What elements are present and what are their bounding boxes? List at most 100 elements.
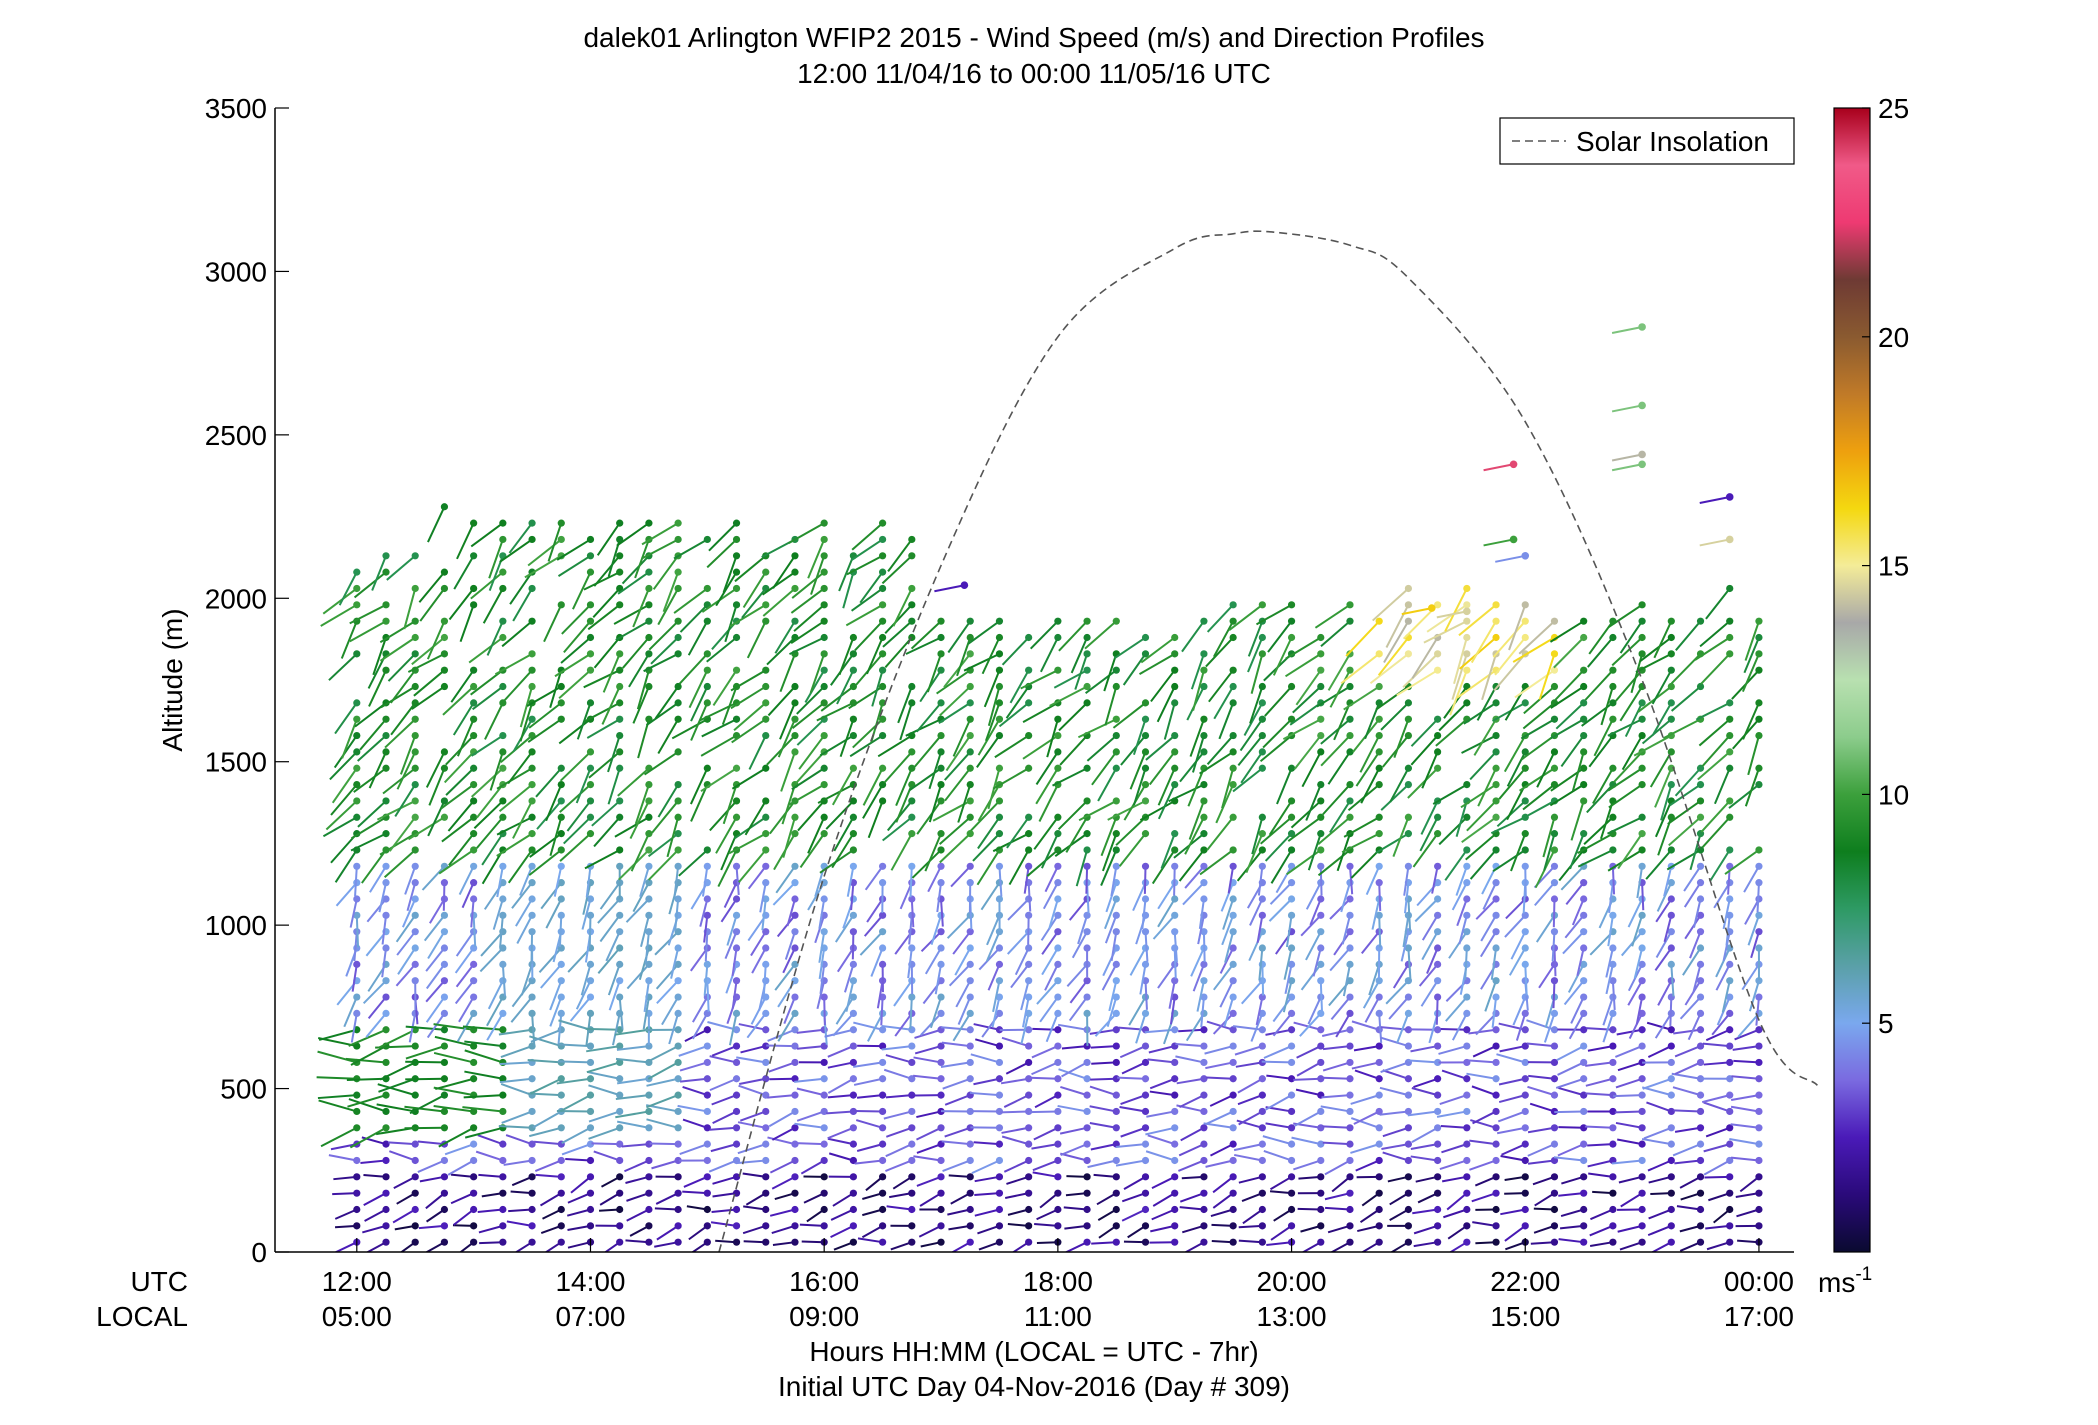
wind-barb-point	[616, 568, 624, 576]
wind-barb-point	[879, 633, 887, 642]
wind-barb-shaft	[796, 1087, 825, 1097]
wind-barb-point	[528, 764, 536, 772]
wind-barb-point	[499, 813, 507, 821]
wind-barb-point	[1317, 1009, 1325, 1017]
wind-barb-point	[995, 862, 1004, 870]
wind-barb-shaft	[425, 1192, 446, 1210]
wind-barb-point	[1317, 682, 1325, 691]
wind-barb-shaft	[1211, 1223, 1234, 1227]
y-tick-label: 2000	[205, 583, 267, 614]
wind-barb-point	[1054, 960, 1062, 968]
wind-barb-shaft	[1611, 866, 1616, 895]
wind-barb-point	[1434, 1058, 1442, 1067]
wind-barb-point	[1258, 1156, 1266, 1165]
wind-barb-shaft	[1071, 931, 1088, 959]
wind-barb-shaft	[1519, 767, 1556, 792]
wind-barb-point	[820, 633, 828, 642]
colorbar-tick-label: 15	[1878, 551, 1909, 582]
wind-barb-point	[1667, 895, 1675, 903]
wind-barb-point	[966, 813, 974, 821]
wind-barb-shaft	[361, 849, 387, 884]
wind-barb-shaft	[771, 1126, 796, 1141]
wind-barb-shaft	[947, 1208, 971, 1216]
wind-barb-point	[966, 862, 974, 870]
wind-barb-shaft	[1340, 653, 1380, 685]
wind-barb-shaft	[597, 898, 621, 924]
wind-barb-point	[1404, 1124, 1413, 1132]
wind-barb-point	[820, 1124, 828, 1132]
wind-barb-shaft	[433, 1023, 474, 1031]
wind-barb-point	[762, 699, 770, 707]
wind-barb-shaft	[616, 1077, 650, 1085]
wind-barb-shaft	[1145, 1150, 1176, 1162]
wind-barb-point	[1375, 1091, 1383, 1099]
wind-barb-point	[1054, 1107, 1062, 1116]
wind-barb-shaft	[584, 849, 621, 870]
wind-barb-point	[557, 879, 565, 887]
wind-barb-point	[849, 1173, 857, 1181]
wind-barb-shaft	[1402, 653, 1439, 688]
wind-barb-point	[1112, 911, 1120, 919]
wind-barb-point	[995, 764, 1004, 772]
wind-barb-shaft	[661, 996, 679, 1026]
wind-barb-point	[1667, 813, 1675, 821]
wind-barb-shaft	[1090, 1077, 1117, 1081]
wind-barb-shaft	[970, 800, 1001, 832]
wind-barb-point	[1141, 797, 1150, 805]
wind-barb-shaft	[405, 1060, 445, 1064]
wind-barb-shaft	[918, 1224, 942, 1238]
wind-barb-shaft	[739, 1077, 766, 1085]
wind-barb-shaft	[1470, 620, 1497, 664]
wind-barb-point	[1726, 1058, 1734, 1067]
wind-barb-shaft	[1173, 866, 1176, 896]
wind-barb-point	[616, 748, 624, 756]
wind-barb-shaft	[1042, 882, 1059, 910]
wind-barb-point	[470, 1107, 478, 1116]
wind-barb-point	[791, 1058, 799, 1067]
wind-barb-point	[440, 748, 449, 756]
wind-barb-point	[382, 1238, 390, 1246]
wind-barb-shaft	[1147, 1134, 1176, 1146]
wind-barb-point	[1200, 1026, 1208, 1034]
wind-barb-point	[1375, 699, 1383, 707]
wind-barb-point	[1200, 666, 1208, 674]
wind-barb-shaft	[1101, 963, 1118, 991]
wind-barb-point	[1375, 650, 1383, 658]
wind-barb-shaft	[1301, 751, 1322, 788]
wind-barb-shaft	[1553, 947, 1557, 977]
wind-barb-point	[791, 911, 799, 919]
wind-barb-shaft	[557, 1060, 591, 1064]
wind-barb-point	[1200, 1238, 1208, 1246]
wind-barb-point	[1112, 617, 1120, 625]
wind-barb-shaft	[1477, 767, 1497, 807]
wind-barb-point	[1258, 1238, 1266, 1246]
wind-barb-shaft	[588, 1126, 621, 1140]
wind-barb-shaft	[545, 898, 563, 929]
wind-barb-shaft	[1410, 1143, 1438, 1151]
wind-barb-point	[528, 650, 536, 658]
wind-barb-point	[1054, 1042, 1062, 1050]
wind-barb-point	[1580, 1189, 1588, 1197]
wind-barb-shaft	[793, 604, 825, 632]
wind-barb-shaft	[1448, 931, 1468, 959]
wind-barb-shaft	[985, 931, 1001, 962]
wind-barb-point	[470, 977, 478, 985]
wind-barb-point	[732, 813, 741, 821]
wind-barb-shaft	[567, 1241, 591, 1249]
wind-barb-point	[1726, 650, 1734, 658]
wind-barb-point	[411, 960, 419, 968]
wind-barb-point	[382, 1124, 390, 1132]
wind-barb-point	[966, 650, 974, 658]
x-axis-label: Hours HH:MM (LOCAL = UTC - 7hr)	[809, 1336, 1258, 1367]
wind-barb-point	[1083, 1058, 1091, 1067]
wind-barb-shaft	[1557, 1143, 1585, 1157]
wind-barb-point	[1141, 1091, 1150, 1099]
wind-barb-point	[995, 944, 1004, 952]
wind-barb-point	[1141, 1009, 1150, 1017]
wind-barb-point	[849, 1222, 857, 1230]
wind-barb-point	[1229, 1058, 1237, 1067]
wind-barb-shaft	[575, 767, 592, 804]
wind-barb-shaft	[1192, 669, 1205, 711]
wind-barb-point	[1463, 993, 1471, 1001]
wind-barb-shaft	[1371, 898, 1381, 930]
